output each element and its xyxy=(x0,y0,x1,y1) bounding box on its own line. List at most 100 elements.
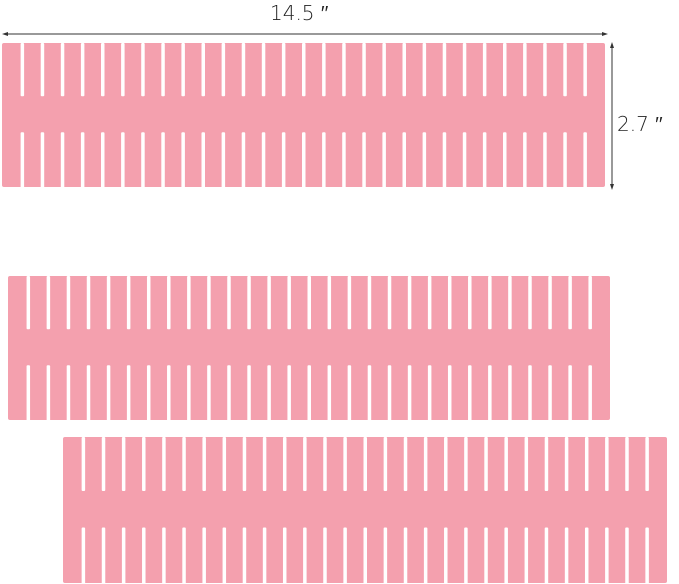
divider-slot xyxy=(462,132,467,188)
divider-slot xyxy=(80,43,85,97)
divider-slot xyxy=(387,276,392,330)
divider-slot xyxy=(563,132,567,188)
divider-slot xyxy=(162,437,166,492)
divider-slot xyxy=(227,276,231,330)
divider-slot xyxy=(468,365,472,421)
divider-slot xyxy=(101,132,105,188)
divider-top-measured xyxy=(2,43,605,188)
divider-slot xyxy=(488,365,492,421)
divider-slot xyxy=(141,132,145,188)
divider-slot xyxy=(182,437,186,492)
divider-slot xyxy=(267,365,271,421)
divider-slot xyxy=(261,43,266,97)
divider-slot xyxy=(181,132,185,188)
divider-slot xyxy=(20,43,25,97)
divider-slot xyxy=(544,527,549,584)
divider-slot xyxy=(422,132,427,188)
divider-slot xyxy=(187,365,191,421)
divider-slot xyxy=(564,527,569,584)
divider-slot xyxy=(504,437,508,492)
divider-slot xyxy=(307,365,311,421)
divider-slot xyxy=(503,132,507,188)
divider-body xyxy=(8,276,610,420)
height-arrow-bottom-head xyxy=(610,184,614,190)
divider-slot xyxy=(26,365,31,421)
divider-slot xyxy=(583,132,587,188)
divider-slot xyxy=(447,276,452,330)
height-arrow-top-head xyxy=(610,42,614,48)
divider-slot xyxy=(222,527,227,584)
divider-slot xyxy=(568,276,572,330)
divider-body xyxy=(63,437,667,583)
divider-slot xyxy=(543,132,547,188)
divider-slot xyxy=(282,527,287,584)
divider-slot xyxy=(363,437,367,492)
divider-slot xyxy=(227,365,231,421)
divider-slot xyxy=(262,527,267,584)
divider-slot xyxy=(202,437,206,492)
divider-slot xyxy=(422,43,427,97)
divider-slot xyxy=(322,132,326,188)
divider-slot xyxy=(584,437,589,492)
divider-slot xyxy=(181,43,185,97)
divider-slot xyxy=(508,276,512,330)
divider-slot xyxy=(523,132,527,188)
divider-slot xyxy=(281,43,286,97)
divider-slot xyxy=(382,43,386,97)
divider-slot xyxy=(447,365,452,421)
divider-slot xyxy=(121,527,126,584)
divider-slot xyxy=(484,437,488,492)
divider-slot xyxy=(402,43,406,97)
divider-slot xyxy=(101,527,106,584)
divider-slot xyxy=(121,43,125,97)
divider-slot xyxy=(141,43,145,97)
divider-slot xyxy=(583,43,587,97)
divider-slot xyxy=(488,276,492,330)
divider-slot xyxy=(121,132,125,188)
divider-middle xyxy=(8,276,610,421)
divider-bottom xyxy=(63,437,667,584)
divider-slot xyxy=(528,365,532,421)
divider-slot xyxy=(247,276,251,330)
divider-slot xyxy=(427,365,432,421)
divider-slot xyxy=(464,437,468,492)
divider-slot xyxy=(302,43,306,97)
divider-slot xyxy=(523,43,527,97)
divider-slot xyxy=(323,437,327,492)
divider-slot xyxy=(382,132,386,188)
divider-slot xyxy=(625,527,629,584)
divider-slot xyxy=(342,43,346,97)
divider-slot xyxy=(362,132,366,188)
divider-slot xyxy=(101,43,105,97)
divider-slot xyxy=(66,276,71,330)
divider-slot xyxy=(81,437,86,492)
divider-slot xyxy=(146,365,151,421)
divider-slot xyxy=(161,132,165,188)
divider-slot xyxy=(66,365,71,421)
divider-slot xyxy=(80,132,85,188)
divider-slot xyxy=(402,132,406,188)
divider-slot xyxy=(605,527,609,584)
divider-slot xyxy=(307,276,311,330)
divider-slot xyxy=(182,527,186,584)
divider-slot xyxy=(167,365,171,421)
divider-slot xyxy=(588,276,592,330)
divider-slot xyxy=(484,527,488,584)
divider-slot xyxy=(343,527,347,584)
divider-slot xyxy=(403,527,408,584)
divider-body xyxy=(2,43,605,187)
divider-slot xyxy=(383,437,388,492)
divider-slot xyxy=(645,437,649,492)
divider-slot xyxy=(528,276,532,330)
divider-slot xyxy=(106,276,111,330)
divider-slot xyxy=(142,527,146,584)
divider-slot xyxy=(588,365,592,421)
divider-slot xyxy=(302,132,306,188)
divider-slot xyxy=(86,365,91,421)
divider-slot xyxy=(482,132,487,188)
divider-slot xyxy=(167,276,171,330)
divider-slot xyxy=(247,365,251,421)
divider-slot xyxy=(343,437,347,492)
divider-slot xyxy=(482,43,487,97)
divider-slot xyxy=(543,43,547,97)
